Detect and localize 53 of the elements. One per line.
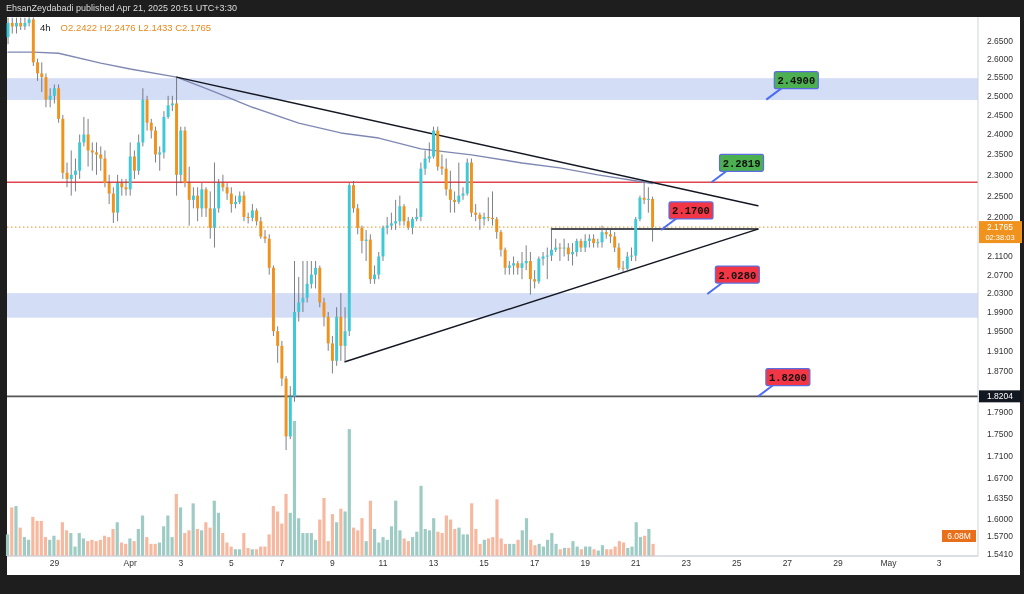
y-tick-label: 2.4000 xyxy=(987,129,1014,140)
y-tick-label: 1.5700 xyxy=(987,531,1014,542)
y-tick-label: 2.2500 xyxy=(987,190,1014,201)
y-tick-label: 1.6700 xyxy=(987,472,1014,483)
x-tick-label: 19 xyxy=(580,558,591,568)
x-tick-label: 11 xyxy=(378,558,388,568)
x-tick-label: 13 xyxy=(428,558,439,568)
annotation: 2.4900 xyxy=(777,75,816,88)
x-tick-label: 17 xyxy=(529,558,540,568)
x-tick-label: 29 xyxy=(833,558,843,568)
x-tick-label: 29 xyxy=(49,558,60,568)
y-tick-label: 1.6350 xyxy=(987,493,1014,504)
annotation: 2.2819 xyxy=(722,157,761,170)
annotation: 6.08M xyxy=(947,531,971,541)
y-tick-label: 2.1100 xyxy=(987,251,1013,262)
annotation: 2.1700 xyxy=(672,205,710,218)
annotation: 2.0280 xyxy=(718,269,757,282)
y-tick-label: 1.9100 xyxy=(987,345,1014,356)
y-tick-label: 1.9900 xyxy=(987,306,1014,317)
x-tick-label: Apr xyxy=(123,558,137,568)
text: EhsanZeydabadi published Apr 21, 2025 20:51 UTC+3:30 xyxy=(6,3,237,13)
y-tick-label: 1.7100 xyxy=(987,450,1014,461)
y-tick-label: 2.3500 xyxy=(987,149,1014,160)
x-tick-label: 5 xyxy=(228,558,234,568)
x-tick-label: 23 xyxy=(681,558,692,568)
y-tick-label: 2.0700 xyxy=(987,269,1014,280)
y-tick-label: 2.3000 xyxy=(987,169,1014,180)
x-tick-label: 9 xyxy=(330,558,336,568)
x-tick-label: 21 xyxy=(630,558,641,568)
x-tick-label: 15 xyxy=(479,558,490,568)
x-tick-label: 27 xyxy=(782,558,793,568)
y-tick-label: 2.2000 xyxy=(987,211,1014,222)
y-tick-label: 2.6500 xyxy=(987,35,1014,46)
y-tick-label: 2.0300 xyxy=(987,288,1014,299)
text: 4h xyxy=(40,22,51,33)
annotation: 1.8200 xyxy=(768,372,807,385)
text: O2.2422 H2.2476 L2.1433 C2.1765 xyxy=(60,22,212,33)
x-tick-label: 25 xyxy=(732,558,742,568)
x-tick-label: May xyxy=(880,558,898,568)
y-tick-label: 2.5500 xyxy=(987,72,1014,83)
x-tick-label: 3 xyxy=(178,558,184,568)
y-tick-label: 1.7500 xyxy=(987,428,1014,439)
y-tick-label: 1.5410 xyxy=(987,549,1014,560)
y-tick-label: 2.4500 xyxy=(987,109,1014,120)
x-tick-label: 7 xyxy=(279,558,285,568)
y-tick-label: 2.5000 xyxy=(987,90,1014,101)
y-tick-label: 1.8700 xyxy=(987,365,1014,376)
x-tick-label: 3 xyxy=(936,558,942,568)
y-tick-label: 1.7900 xyxy=(987,407,1014,418)
ref-line-label: 1.8204 xyxy=(987,390,1014,401)
y-tick-label: 2.6000 xyxy=(987,53,1014,64)
y-tick-label: 1.6000 xyxy=(987,513,1014,524)
y-tick-label: 1.9500 xyxy=(987,326,1014,337)
